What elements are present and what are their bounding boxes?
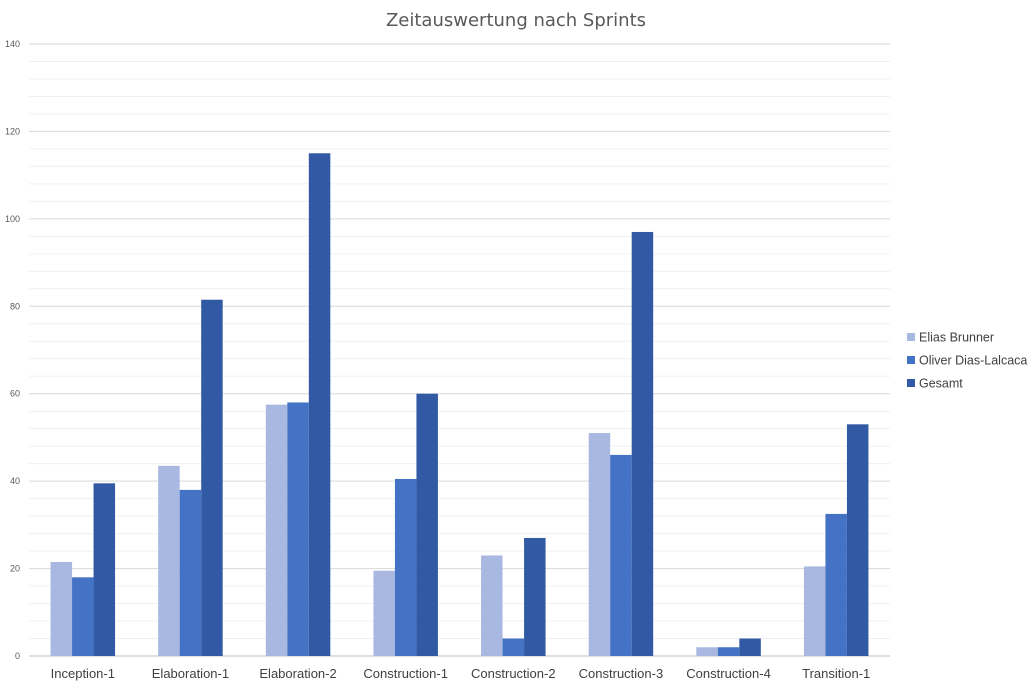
- bar-elias-brunner-construction-1: [373, 570, 395, 656]
- x-tick-label: Construction-2: [471, 666, 556, 681]
- legend-swatch: [907, 356, 915, 364]
- bar-elias-brunner-elaboration-2: [265, 404, 288, 656]
- bar-oliver-dias-lalcaca-construction-1: [394, 478, 417, 656]
- bar-elias-brunner-construction-4: [696, 647, 718, 656]
- bar-oliver-dias-lalcaca-construction-2: [502, 638, 525, 656]
- y-tick-label: 80: [10, 301, 20, 311]
- legend-label: Gesamt: [919, 377, 963, 391]
- bar-oliver-dias-lalcaca-transition-1: [825, 513, 847, 656]
- bar-elias-brunner-transition-1: [803, 566, 826, 656]
- bar-elias-brunner-inception-1: [50, 562, 73, 656]
- y-tick-label: 20: [10, 564, 20, 574]
- legend-swatch: [907, 333, 915, 341]
- grid-lines: [29, 43, 890, 657]
- bar-oliver-dias-lalcaca-elaboration-1: [179, 489, 202, 656]
- x-tick-label: Construction-1: [363, 666, 448, 681]
- bar-oliver-dias-lalcaca-construction-3: [610, 454, 632, 656]
- bar-gesamt-construction-2: [524, 537, 546, 656]
- bar-gesamt-elaboration-1: [201, 299, 223, 656]
- x-axis: Inception-1 Elaboration-1 Elaboration-2 Con…: [51, 666, 871, 681]
- bar-oliver-dias-lalcaca-construction-4: [717, 647, 740, 656]
- y-tick-label: 0: [15, 651, 20, 661]
- bar-gesamt-construction-4: [739, 638, 761, 656]
- legend-label: Elias Brunner: [919, 331, 994, 345]
- x-tick-label: Construction-4: [686, 666, 771, 681]
- y-tick-label: 140: [5, 39, 20, 49]
- bar-oliver-dias-lalcaca-inception-1: [72, 577, 94, 656]
- x-tick-label: Elaboration-1: [152, 666, 229, 681]
- bar-elias-brunner-elaboration-1: [158, 465, 180, 656]
- y-tick-label: 120: [5, 126, 20, 136]
- chart-title: Zeitauswertung nach Sprints: [386, 10, 646, 31]
- bar-gesamt-construction-3: [631, 231, 654, 656]
- x-tick-label: Elaboration-2: [259, 666, 336, 681]
- bar-elias-brunner-construction-2: [481, 555, 503, 656]
- x-tick-label: Transition-1: [802, 666, 870, 681]
- x-tick-label: Inception-1: [51, 666, 115, 681]
- x-tick-label: Construction-3: [579, 666, 664, 681]
- bar-gesamt-elaboration-2: [308, 153, 331, 657]
- bar-gesamt-construction-1: [416, 393, 438, 656]
- legend: Elias Brunner Oliver Dias-Lalcaca Gesamt: [907, 331, 1027, 391]
- legend-swatch: [907, 379, 915, 387]
- y-tick-label: 100: [5, 214, 20, 224]
- bar-gesamt-inception-1: [93, 483, 116, 656]
- y-tick-label: 60: [10, 389, 20, 399]
- legend-label: Oliver Dias-Lalcaca: [919, 354, 1027, 368]
- y-axis: 0 20 40 60 80 100 120 140: [5, 39, 20, 661]
- bar-oliver-dias-lalcaca-elaboration-2: [287, 402, 309, 656]
- bar-gesamt-transition-1: [846, 424, 869, 656]
- y-tick-label: 40: [10, 476, 20, 486]
- bars: [50, 153, 869, 657]
- bar-elias-brunner-construction-3: [588, 433, 611, 656]
